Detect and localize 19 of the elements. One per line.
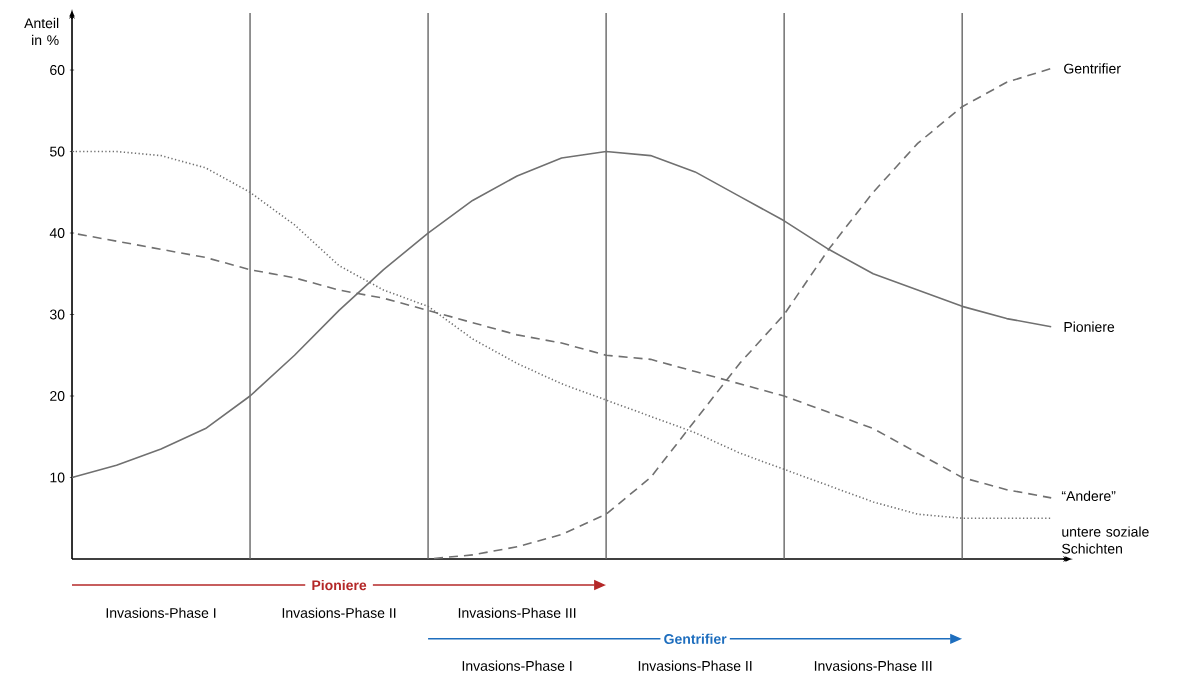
- text: Invasions-Phase III: [814, 660, 932, 671]
- text: Invasions-Phase III: [458, 607, 576, 618]
- text: Invasions-Phase I: [462, 660, 572, 671]
- series-label: untere soziale Schichten: [1062, 526, 1149, 554]
- text: Pioniere: [312, 579, 367, 591]
- y-tick-label: 30: [49, 309, 65, 320]
- y-tick-label: 10: [50, 472, 65, 483]
- series-label: Gentrifier: [1064, 63, 1121, 74]
- text: Invasions-Phase I: [106, 607, 216, 618]
- y-tick-label: 60: [50, 65, 65, 75]
- text: Invasions-Phase II: [282, 607, 396, 618]
- y-tick-label: 40: [49, 228, 65, 238]
- text: Invasions-Phase II: [638, 660, 752, 671]
- y-tick-label: 20: [50, 391, 65, 401]
- text: Gentrifier: [664, 633, 727, 644]
- y-tick-label: 50: [50, 146, 65, 157]
- series-label: “Andere”: [1061, 490, 1116, 502]
- series-label: Pioniere: [1064, 321, 1115, 332]
- y-axis-title: Anteil in %: [24, 17, 59, 46]
